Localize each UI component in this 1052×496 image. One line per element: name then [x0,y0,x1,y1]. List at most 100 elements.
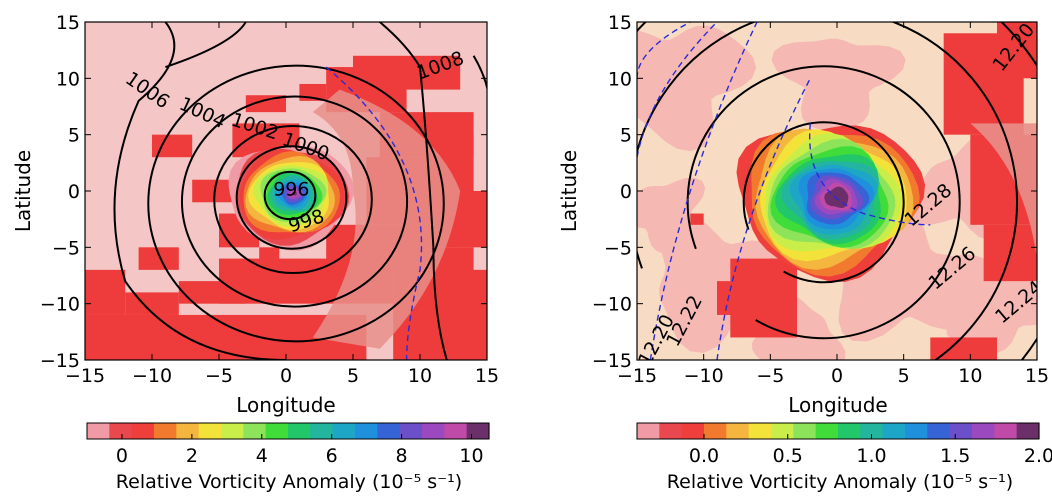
colorbar-tick-label: 2.0 [1024,445,1052,467]
right-x-axis-label: Longitude [788,393,887,417]
x-tick-label: −15 [65,365,105,387]
left-axis-ticks: −15 −10 −5 0 5 10 15 15 10 5 0 −5 −10 −15 [40,12,499,387]
high-vorticity-cell [152,134,193,158]
colorbar-swatch [994,423,1018,439]
left-x-axis-label: Longitude [236,393,335,417]
colorbar-frame [636,422,1040,440]
colorbar-swatch [815,423,839,439]
pressure-isobar [147,64,445,343]
colorbar-tick-label: 4 [256,445,268,467]
right-colorbar-label: Relative Vorticity Anomaly (10⁻⁵ s⁻¹) [667,471,1013,493]
colorbar-swatch [198,423,222,439]
dashed-reference-line [325,66,423,360]
y-tick-label: −10 [40,294,80,316]
high-vorticity-cell [433,269,487,360]
colorbar-tick-label: 0.0 [689,445,719,467]
colorbar-swatch [466,423,490,439]
colorbar-tick-label: 1.5 [940,445,970,467]
y-tick-label: 15 [56,12,80,34]
y-tick-label: 0 [620,181,632,203]
x-tick-label: −10 [132,365,172,387]
high-vorticity-cell [690,213,704,225]
left-colorbar-label: Relative Vorticity Anomaly (10⁻⁵ s⁻¹) [116,471,462,493]
moderate-vorticity-region [312,89,461,349]
dashed-reference-line [649,22,758,360]
high-vorticity-cell [717,281,744,315]
x-tick-label: −10 [684,365,724,387]
high-vorticity-cell [259,247,280,282]
contour-label: 996 [273,179,309,201]
x-tick-label: 10 [408,365,432,387]
y-tick-label: −5 [604,237,632,259]
colorbar-swatch [332,423,356,439]
high-vorticity-cell [138,247,179,270]
right-colorbar: 0.0 0.5 1.0 1.5 2.0 [636,422,1052,467]
high-vorticity-cell [85,269,126,315]
colorbar-swatch [422,423,445,439]
pressure-isobar-1006b [165,22,247,69]
y-tick-label: −5 [52,237,80,259]
right-y-axis-label: Latitude [557,150,581,232]
moderate-vorticity-region [970,123,1037,259]
pressure-isobar [235,145,348,250]
colorbar-tick-label: 10 [459,445,483,467]
colorbar-tick-label: 8 [396,445,408,467]
y-tick-label: −15 [40,350,80,372]
y-tick-label: 5 [620,125,632,147]
y-tick-label: 10 [56,68,80,90]
colorbar-swatch [1016,423,1040,439]
colorbar-swatch [659,423,683,439]
x-tick-label: −5 [756,365,784,387]
y-tick-label: 5 [68,125,80,147]
x-tick-label: 15 [1025,365,1049,387]
colorbar-swatch [771,423,794,439]
colorbar-swatch [154,423,177,439]
colorbar-tick-label: 2 [186,445,198,467]
colorbar-swatch [637,423,660,439]
colorbar-swatch [87,423,110,439]
height-contour [742,121,905,284]
left-colorbar: 0 2 4 6 8 10 [86,422,490,467]
colorbar-swatch [860,423,884,439]
colorbar-tick-label: 1.0 [856,445,886,467]
colorbar-swatch [838,423,861,439]
colorbar-tick-label: 6 [326,445,338,467]
dashed-reference-line [637,22,718,158]
pressure-isobar [213,124,373,275]
high-vorticity-cell [930,337,997,360]
high-vorticity-cell [997,22,1037,79]
dashed-reference-line [716,78,811,360]
colorbar-swatch [288,423,311,439]
colorbar-swatch [444,423,468,439]
dashed-trough-line [808,123,931,226]
y-tick-label: 0 [68,181,80,203]
y-tick-label: −15 [592,350,632,372]
height-contour [637,22,1037,360]
colorbar-swatch [726,423,750,439]
colorbar-swatch [949,423,973,439]
colorbar-swatch [265,423,289,439]
colorbar-tick-label: 0 [116,445,128,467]
y-tick-label: −10 [592,294,632,316]
colorbar-swatch [399,423,423,439]
left-vorticity-field [85,22,487,360]
colorbar-tick-label: 0.5 [773,445,803,467]
pressure-isobar-1008 [379,22,448,360]
colorbar-swatch [704,423,727,439]
pressure-isobar [180,95,409,308]
y-tick-label: 15 [608,12,632,34]
weak-vorticity-patch [771,38,906,130]
colorbar-swatch [927,423,951,439]
colorbar-swatch [176,423,200,439]
height-contour [637,22,1018,360]
colorbar-swatch [131,423,155,439]
x-tick-label: −15 [617,365,657,387]
colorbar-swatch [221,423,244,439]
colorbar-swatch [377,423,401,439]
colorbar-swatch [243,423,267,439]
colorbar-frame [86,422,490,440]
